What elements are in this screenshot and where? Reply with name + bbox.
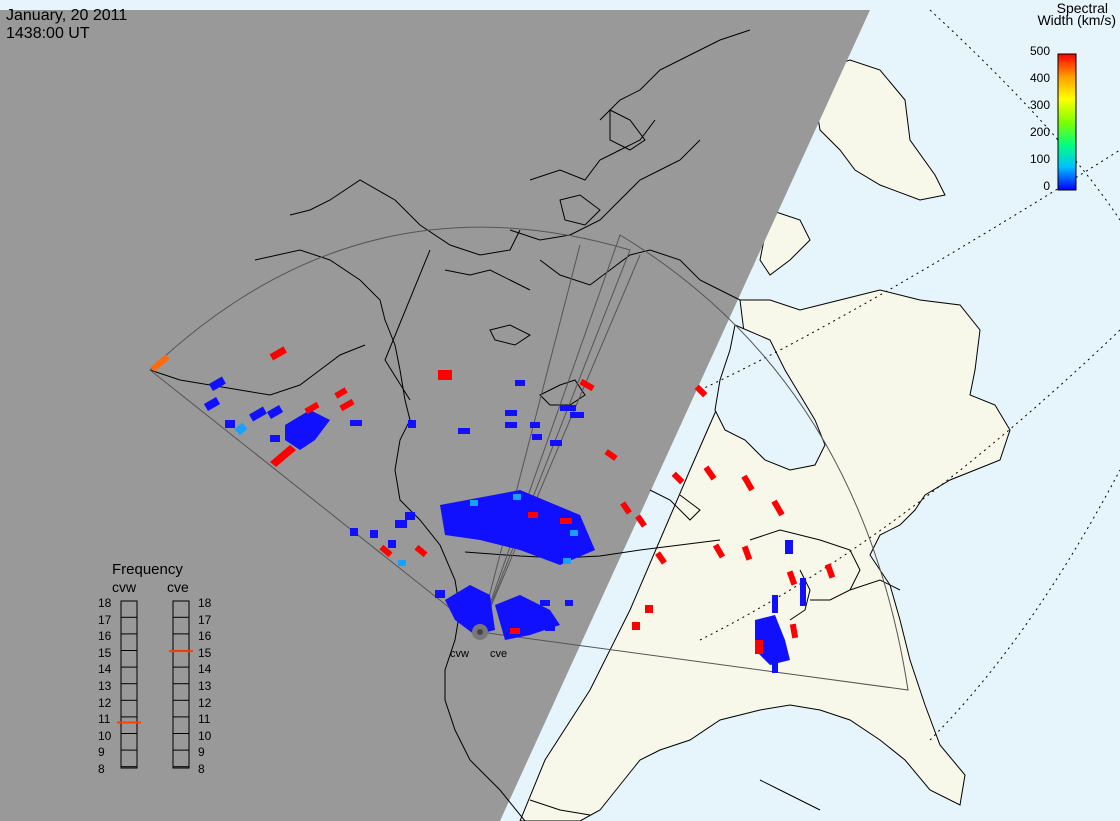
backscatter-blue-bins [203, 376, 806, 673]
frequency-tick-left: 8 [98, 762, 105, 776]
frequency-tick-left: 18 [98, 596, 112, 610]
frequency-panel-ticks [121, 616, 189, 768]
date-label: January, 20 2011 [6, 7, 128, 24]
frequency-tick-right: 10 [198, 728, 212, 743]
night-coastlines [149, 29, 751, 821]
radar-label-cve: cve [490, 648, 508, 660]
hudson-bay [714, 324, 826, 471]
frequency-panel-boxes [120, 600, 190, 769]
colorbar-tick: 500 [1029, 44, 1050, 58]
frequency-tick-left: 16 [98, 629, 112, 644]
colorbar-tick: 300 [1029, 98, 1050, 112]
frequency-tick-right: 13 [198, 679, 212, 693]
frequency-tick-right: 16 [198, 629, 212, 644]
colorbar-tick: 200 [1029, 125, 1050, 139]
frequency-tick-left: 12 [98, 695, 112, 710]
greenland-landmass [814, 59, 946, 201]
radar-field-of-view [149, 226, 909, 691]
night-region [0, 10, 870, 821]
colorbar-tick: 0 [1043, 179, 1050, 193]
radar-label-cvw: cvw [450, 648, 469, 660]
frequency-tick-right: 8 [198, 762, 205, 776]
frequency-tick-right: 14 [198, 662, 212, 677]
colorbar-title-line1: Spectral [1056, 0, 1108, 16]
frequency-cvw-label: cvw [112, 579, 137, 595]
frequency-tick-left: 14 [98, 662, 112, 677]
political-borders [384, 249, 721, 559]
frequency-cve-label: cve [167, 579, 189, 595]
colorbar-title-line2: Width (km/s) [1037, 12, 1116, 28]
frequency-tick-right: 12 [198, 695, 212, 710]
frequency-tick-left: 11 [98, 712, 111, 727]
radar-site-marker [472, 624, 488, 640]
day-coastlines [529, 489, 901, 816]
backscatter-red-bins [269, 346, 836, 654]
frequency-tick-right: 11 [198, 712, 211, 727]
frequency-title: Frequency [112, 561, 183, 578]
frequency-tick-left: 15 [98, 645, 112, 660]
frequency-tick-left: 13 [98, 679, 112, 693]
frequency-tick-right: 9 [198, 745, 205, 760]
frequency-tick-right: 18 [198, 596, 212, 610]
cvw-frequency-box [120, 600, 138, 769]
frequency-tick-left: 9 [98, 745, 105, 760]
colorbar [1057, 53, 1077, 191]
eastern-canada-landmass [519, 289, 1011, 821]
colorbar-tick: 400 [1029, 71, 1050, 85]
hudson-bay-east-shore [759, 209, 811, 276]
time-label: 1438:00 UT [6, 25, 90, 42]
backscatter-light-bins [234, 422, 578, 566]
frequency-tick-right: 17 [198, 612, 212, 627]
frequency-tick-left: 10 [98, 728, 112, 743]
frequency-tick-right: 15 [198, 645, 212, 660]
latitude-circles [699, 9, 1120, 741]
frequency-tick-left: 17 [98, 612, 112, 627]
day-land [519, 59, 1011, 821]
cve-frequency-box [172, 600, 190, 769]
colorbar-tick: 100 [1029, 152, 1050, 166]
backscatter-orange-bin [150, 354, 170, 372]
